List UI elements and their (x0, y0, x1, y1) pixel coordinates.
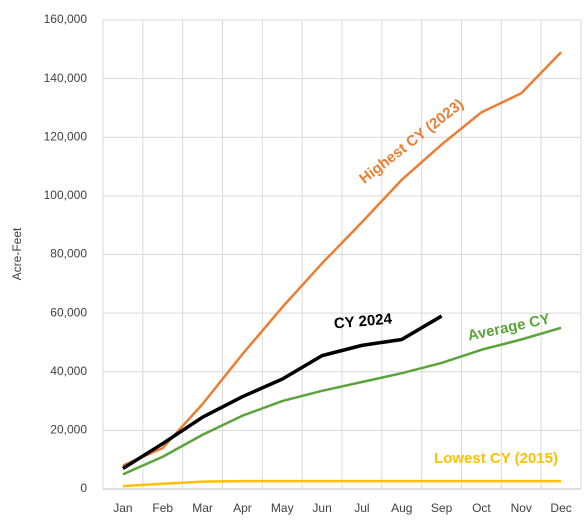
x-tick-label: Feb (152, 501, 173, 515)
series-label: Highest CY (2023) (356, 96, 467, 188)
x-tick-label: Aug (391, 501, 412, 515)
series-label: Average CY (466, 310, 551, 344)
series-line (122, 326, 562, 476)
y-tick-label: 140,000 (44, 71, 88, 85)
series-line (121, 314, 443, 470)
y-tick-label: 100,000 (44, 188, 88, 202)
y-axis-label: Acre-Feet (10, 227, 24, 280)
series-line (122, 51, 562, 467)
x-tick-label: Sep (431, 501, 453, 515)
y-tick-label: 0 (80, 481, 87, 495)
x-tick-label: Jun (312, 501, 331, 515)
y-tick-label: 60,000 (50, 305, 87, 319)
x-tick-label: Oct (472, 501, 491, 515)
series-line (122, 479, 562, 488)
y-tick-label: 20,000 (50, 423, 87, 437)
y-tick-label: 80,000 (50, 247, 87, 261)
series-label: Lowest CY (2015) (434, 450, 558, 467)
x-tick-label: Jul (354, 501, 369, 515)
x-tick-label: May (271, 501, 294, 515)
x-tick-label: Apr (233, 501, 252, 515)
x-tick-label: Mar (192, 501, 213, 515)
series-label: CY 2024 (333, 310, 393, 332)
y-tick-label: 40,000 (50, 364, 87, 378)
x-tick-label: Jan (113, 501, 132, 515)
y-tick-label: 120,000 (44, 129, 88, 143)
y-tick-label: 160,000 (44, 12, 88, 26)
x-tick-label: Dec (550, 501, 571, 515)
x-tick-label: Nov (511, 501, 532, 515)
